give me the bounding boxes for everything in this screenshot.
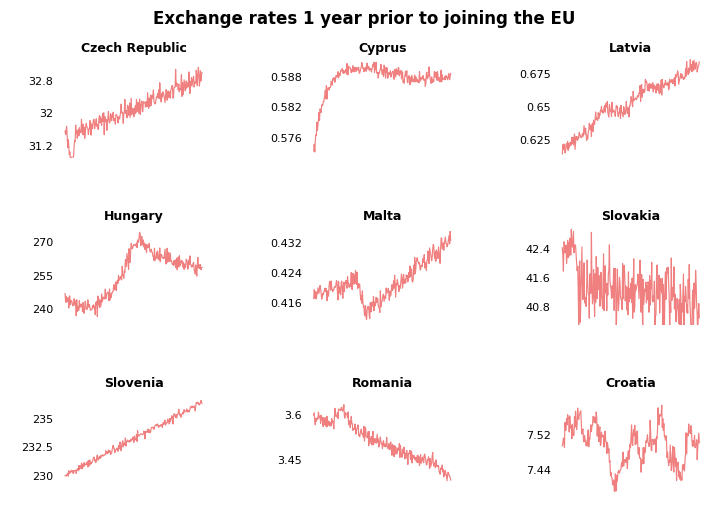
Title: Malta: Malta — [363, 210, 402, 223]
Title: Czech Republic: Czech Republic — [81, 42, 186, 55]
Title: Cyprus: Cyprus — [358, 42, 406, 55]
Title: Slovakia: Slovakia — [601, 210, 660, 223]
Title: Latvia: Latvia — [609, 42, 652, 55]
Title: Romania: Romania — [352, 377, 413, 390]
Title: Hungary: Hungary — [103, 210, 164, 223]
Title: Croatia: Croatia — [606, 377, 656, 390]
Text: Exchange rates 1 year prior to joining the EU: Exchange rates 1 year prior to joining t… — [153, 10, 575, 28]
Title: Slovenia: Slovenia — [103, 377, 164, 390]
